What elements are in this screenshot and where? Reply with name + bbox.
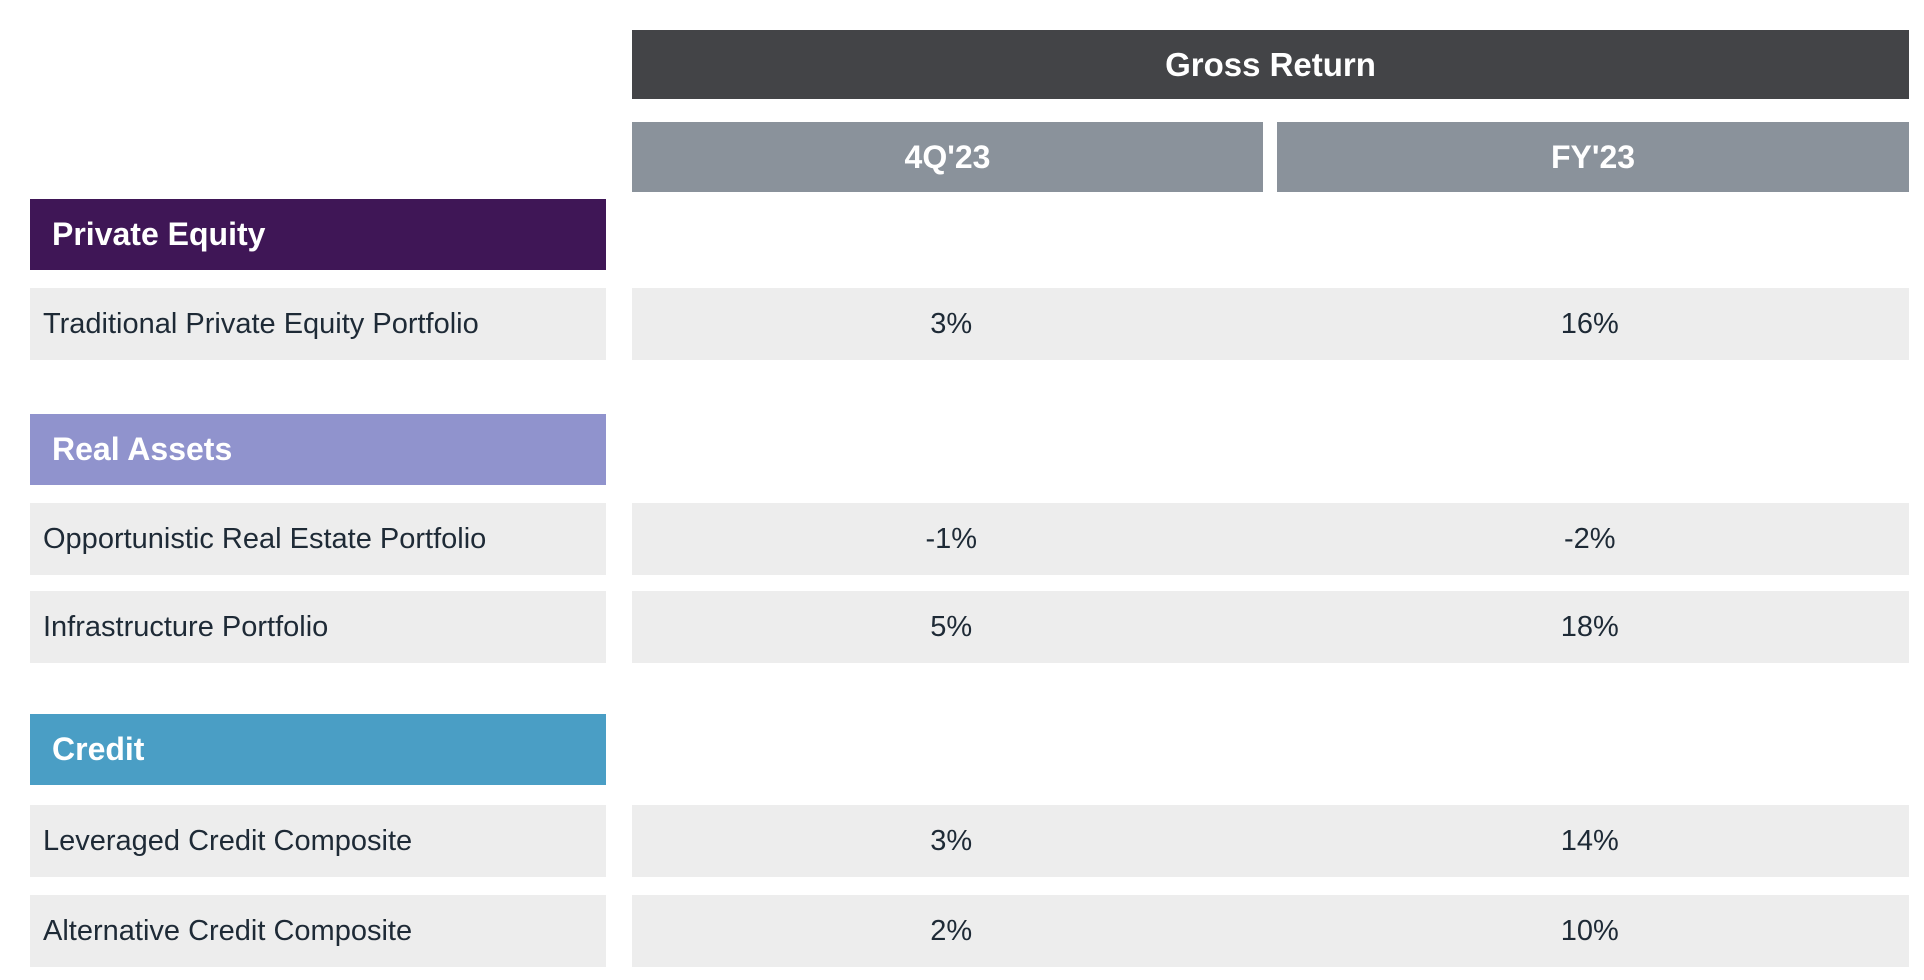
period-header-row: 4Q'23 FY'23 (30, 122, 1924, 192)
section-header-private-equity: Private Equity (30, 199, 606, 270)
cell-gap (606, 288, 632, 360)
value-4q23: 5% (930, 610, 973, 643)
row-label: Leveraged Credit Composite (30, 805, 606, 877)
column-header-fy23: FY'23 (1277, 122, 1909, 192)
column-gap (1263, 122, 1277, 192)
gross-return-header-row: Gross Return (30, 30, 1924, 99)
table-row: Alternative Credit Composite 2% 10% (30, 895, 1924, 967)
row-label: Alternative Credit Composite (30, 895, 606, 967)
row-values: -1% -2% (632, 503, 1909, 575)
value-4q23: 3% (930, 307, 973, 340)
row-label: Opportunistic Real Estate Portfolio (30, 503, 606, 575)
row-label: Infrastructure Portfolio (30, 591, 606, 663)
value-4q23: 2% (930, 914, 973, 947)
value-fy23: 10% (1560, 914, 1619, 947)
column-header-4q23: 4Q'23 (632, 122, 1263, 192)
section-header-real-assets: Real Assets (30, 414, 606, 485)
table-row: Opportunistic Real Estate Portfolio -1% … (30, 503, 1924, 575)
value-fy23: -2% (1563, 522, 1616, 555)
row-label: Traditional Private Equity Portfolio (30, 288, 606, 360)
section-header-credit: Credit (30, 714, 606, 785)
table-row: Leveraged Credit Composite 3% 14% (30, 805, 1924, 877)
row-values: 5% 18% (632, 591, 1909, 663)
row-values: 2% 10% (632, 895, 1909, 967)
cell-gap (606, 805, 632, 877)
row-values: 3% 16% (632, 288, 1909, 360)
cell-gap (606, 591, 632, 663)
table-row: Traditional Private Equity Portfolio 3% … (30, 288, 1924, 360)
value-fy23: 16% (1560, 307, 1619, 340)
table-row: Infrastructure Portfolio 5% 18% (30, 591, 1924, 663)
cell-gap (606, 895, 632, 967)
gross-return-header: Gross Return (632, 30, 1909, 99)
row-values: 3% 14% (632, 805, 1909, 877)
header-spacer (30, 30, 632, 99)
value-fy23: 18% (1560, 610, 1619, 643)
value-4q23: -1% (925, 522, 978, 555)
value-fy23: 14% (1560, 824, 1619, 857)
value-4q23: 3% (930, 824, 973, 857)
header-spacer (30, 122, 632, 192)
cell-gap (606, 503, 632, 575)
